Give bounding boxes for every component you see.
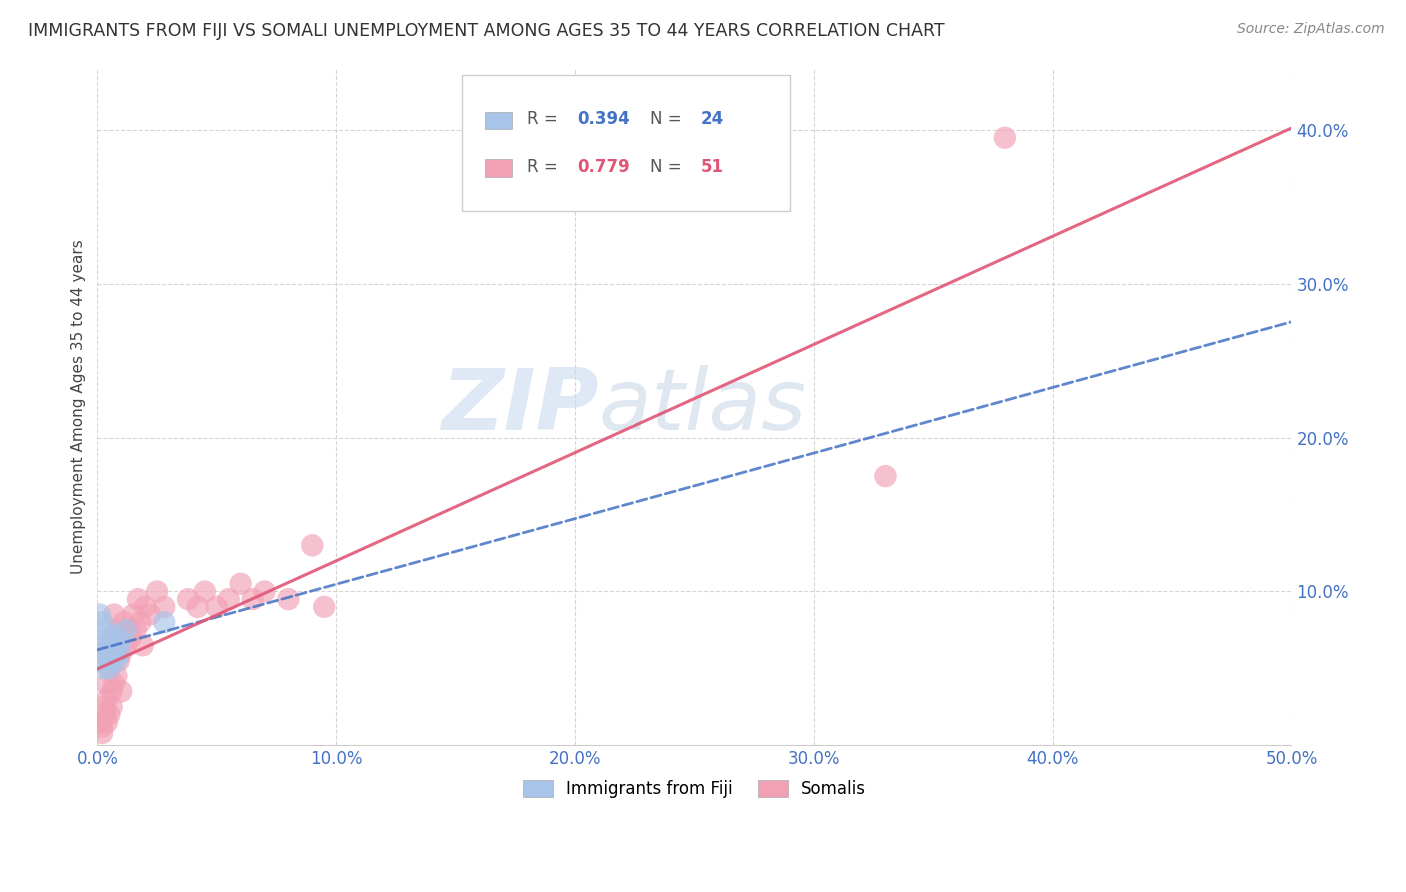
- Text: N =: N =: [650, 158, 688, 176]
- Point: [89, 607, 111, 622]
- Y-axis label: Unemployment Among Ages 35 to 44 years: Unemployment Among Ages 35 to 44 years: [72, 240, 86, 574]
- Text: N =: N =: [650, 111, 688, 128]
- Point: [96, 715, 118, 730]
- Point: [105, 669, 128, 683]
- Point: [110, 684, 132, 698]
- Point: [314, 599, 336, 614]
- Point: [96, 692, 118, 706]
- Text: Source: ZipAtlas.com: Source: ZipAtlas.com: [1237, 22, 1385, 37]
- Point: [108, 654, 131, 668]
- Text: R =: R =: [527, 111, 564, 128]
- Point: [139, 607, 162, 622]
- FancyBboxPatch shape: [485, 112, 512, 129]
- Point: [108, 638, 131, 652]
- Text: 51: 51: [700, 158, 723, 176]
- Point: [96, 654, 118, 668]
- Point: [875, 469, 897, 483]
- FancyBboxPatch shape: [485, 159, 512, 177]
- Point: [994, 130, 1017, 145]
- Point: [105, 646, 128, 660]
- Point: [93, 707, 115, 722]
- Point: [98, 661, 121, 675]
- Point: [96, 677, 118, 691]
- Point: [96, 631, 118, 645]
- Point: [100, 633, 122, 648]
- Point: [100, 654, 122, 668]
- Point: [115, 638, 138, 652]
- Point: [117, 623, 139, 637]
- Point: [96, 646, 118, 660]
- Point: [100, 646, 122, 660]
- Point: [115, 623, 138, 637]
- Legend: Immigrants from Fiji, Somalis: Immigrants from Fiji, Somalis: [516, 773, 873, 805]
- Text: IMMIGRANTS FROM FIJI VS SOMALI UNEMPLOYMENT AMONG AGES 35 TO 44 YEARS CORRELATIO: IMMIGRANTS FROM FIJI VS SOMALI UNEMPLOYM…: [28, 22, 945, 40]
- Point: [91, 726, 114, 740]
- Point: [301, 538, 323, 552]
- Point: [229, 576, 252, 591]
- Point: [105, 654, 128, 668]
- Point: [93, 646, 115, 660]
- Text: 24: 24: [700, 111, 724, 128]
- Point: [103, 607, 125, 622]
- Point: [91, 615, 114, 630]
- Point: [98, 643, 121, 657]
- Point: [98, 638, 121, 652]
- Point: [103, 677, 125, 691]
- Point: [100, 654, 122, 668]
- Point: [108, 646, 131, 660]
- Point: [100, 684, 122, 698]
- Point: [122, 607, 145, 622]
- Point: [129, 615, 152, 630]
- Text: atlas: atlas: [599, 366, 807, 449]
- Point: [153, 599, 176, 614]
- Point: [205, 599, 228, 614]
- Point: [112, 615, 135, 630]
- Point: [98, 646, 121, 660]
- Point: [98, 707, 121, 722]
- Point: [132, 638, 155, 652]
- Point: [93, 699, 115, 714]
- Point: [110, 633, 132, 648]
- FancyBboxPatch shape: [461, 75, 790, 211]
- Point: [93, 661, 115, 675]
- Point: [153, 615, 176, 630]
- Point: [103, 643, 125, 657]
- Point: [146, 584, 169, 599]
- Point: [127, 592, 149, 607]
- Point: [177, 592, 200, 607]
- Point: [93, 638, 115, 652]
- Point: [134, 599, 156, 614]
- Point: [91, 623, 114, 637]
- Point: [194, 584, 217, 599]
- Point: [100, 699, 122, 714]
- Point: [277, 592, 299, 607]
- Text: ZIP: ZIP: [441, 366, 599, 449]
- Text: R =: R =: [527, 158, 564, 176]
- Point: [218, 592, 240, 607]
- Point: [242, 592, 264, 607]
- Text: 0.779: 0.779: [578, 158, 630, 176]
- Point: [120, 631, 142, 645]
- Point: [253, 584, 276, 599]
- Point: [105, 638, 128, 652]
- Point: [91, 720, 114, 734]
- Point: [89, 715, 111, 730]
- Point: [110, 646, 132, 660]
- Text: 0.394: 0.394: [578, 111, 630, 128]
- Point: [110, 631, 132, 645]
- Point: [98, 661, 121, 675]
- Point: [103, 627, 125, 641]
- Point: [98, 649, 121, 664]
- Point: [103, 631, 125, 645]
- Point: [124, 623, 146, 637]
- Point: [187, 599, 209, 614]
- Point: [105, 623, 128, 637]
